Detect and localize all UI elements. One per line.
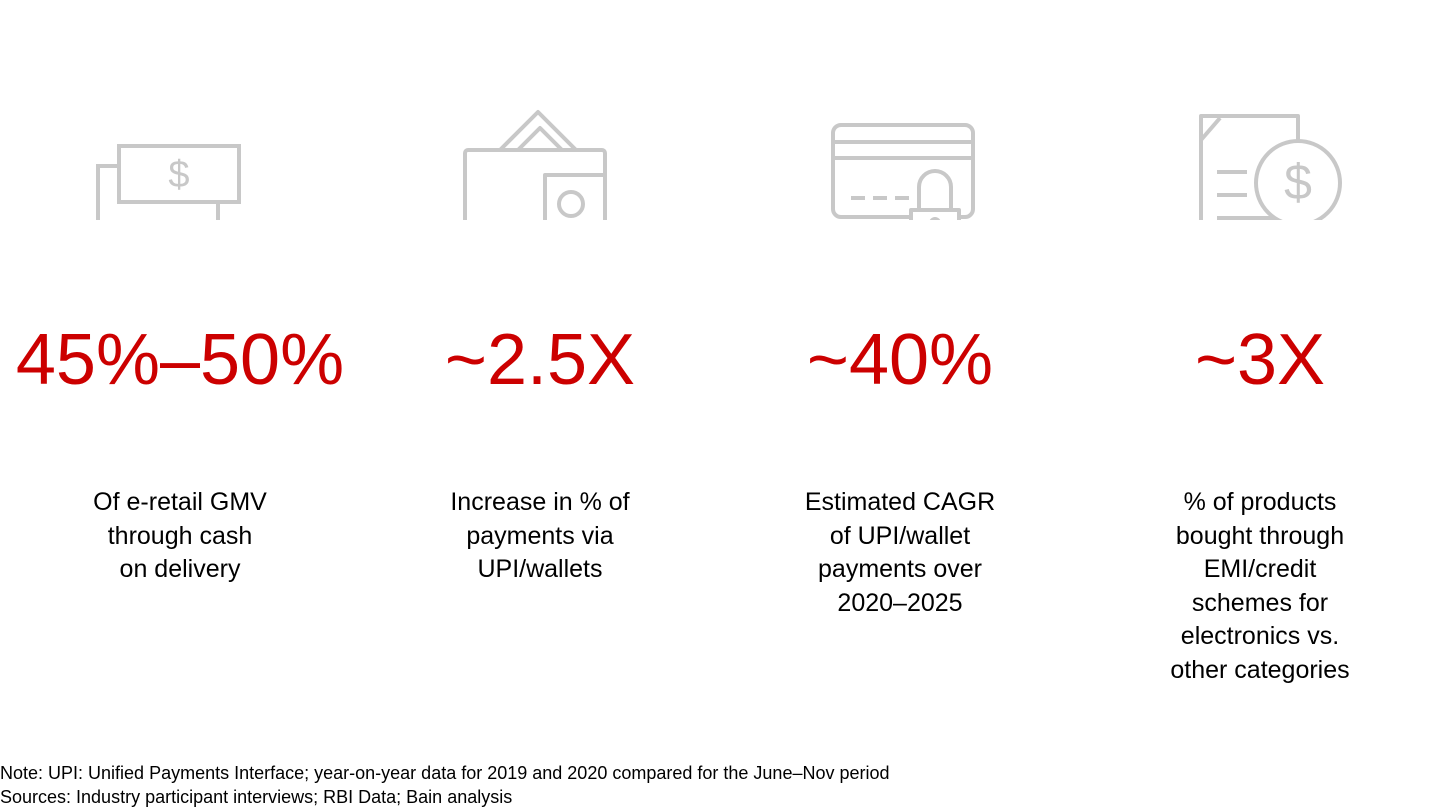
svg-text:$: $ — [1284, 154, 1312, 210]
stat-description: Estimated CAGR of UPI/wallet payments ov… — [804, 488, 996, 617]
document-dollar-icon: $ — [1080, 50, 1440, 220]
stat-description: % of products bought through EMI/credit … — [1170, 488, 1350, 684]
stat-value: ~3X — [1194, 320, 1326, 400]
stat-value: ~2.5X — [444, 320, 636, 400]
sources-text: Sources: Industry participant interviews… — [0, 787, 513, 807]
wallet-icon — [360, 50, 720, 220]
stat-card-cash-on-delivery: $ 45%–50% Of e-retail GMV through cash o… — [0, 0, 360, 720]
money-bills-icon: $ — [0, 50, 360, 220]
stat-description: Of e-retail GMV through cash on delivery — [93, 488, 267, 583]
stat-value: 45%–50% — [15, 320, 345, 400]
footnotes: Note: UPI: Unified Payments Interface; y… — [0, 761, 890, 809]
stat-card-upi-wallets: ~2.5X Increase in % of payments via UPI/… — [360, 0, 720, 720]
credit-card-lock-icon — [720, 50, 1080, 220]
stat-card-emi-credit: $ ~3X % of products bought through EMI/c… — [1080, 0, 1440, 720]
stat-description: Increase in % of payments via UPI/wallet… — [450, 488, 630, 583]
svg-text:$: $ — [168, 154, 189, 196]
stat-value: ~40% — [806, 320, 994, 400]
note-text: Note: UPI: Unified Payments Interface; y… — [0, 763, 890, 783]
stat-card-cagr: ~40% Estimated CAGR of UPI/wallet paymen… — [720, 0, 1080, 720]
